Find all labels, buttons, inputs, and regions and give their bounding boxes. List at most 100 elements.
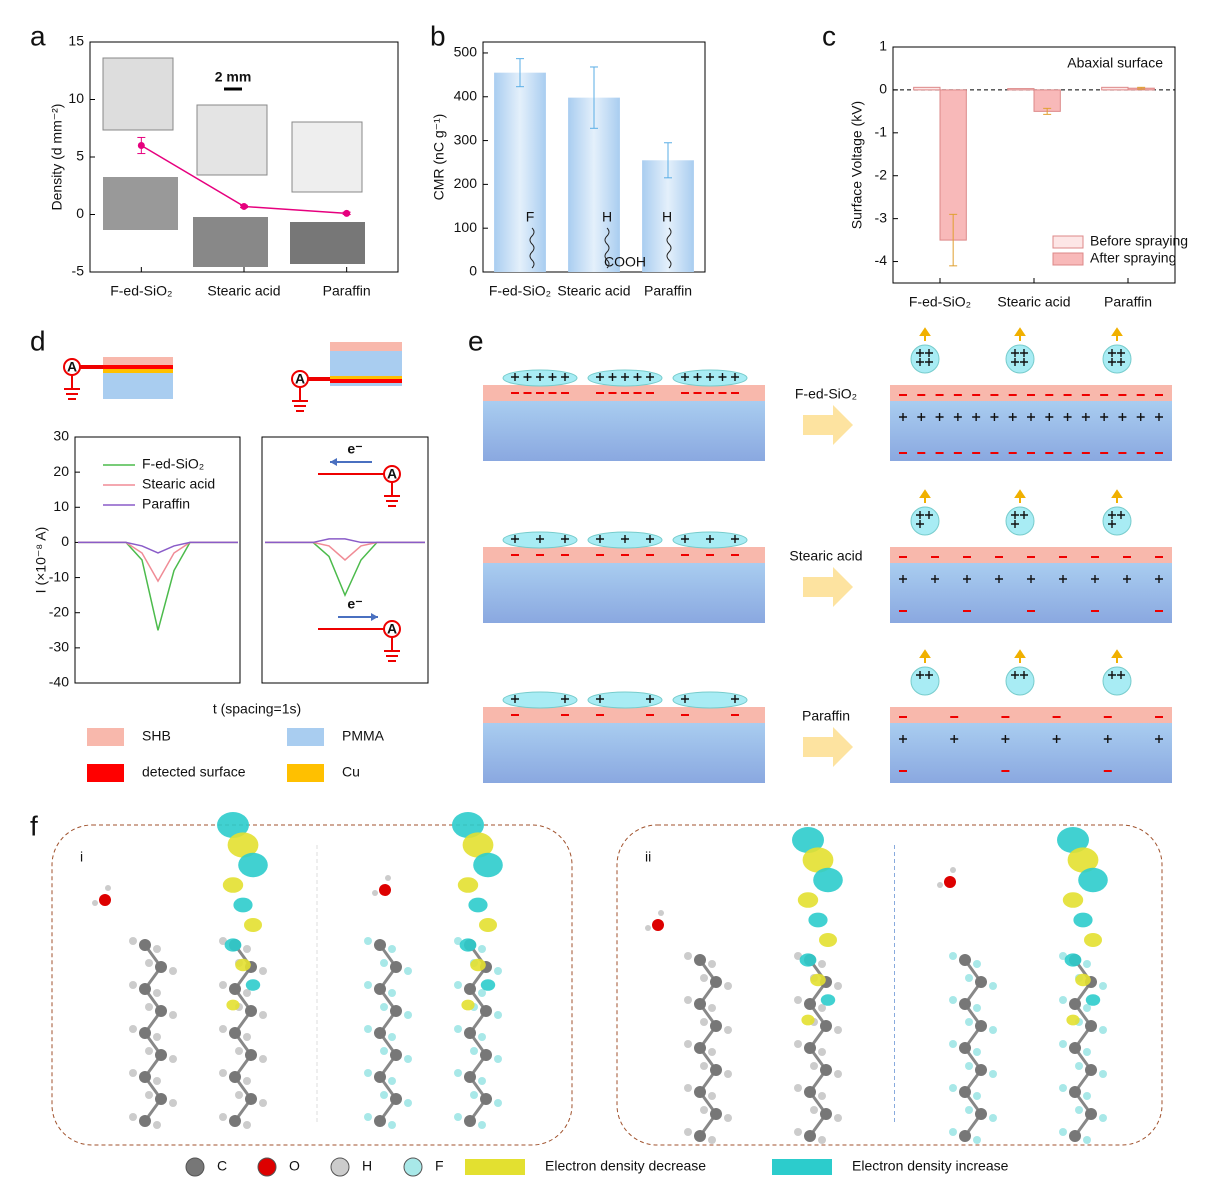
atom	[464, 983, 476, 995]
water-h	[645, 925, 651, 931]
water-o	[944, 876, 956, 888]
atom	[243, 1121, 251, 1129]
atom	[129, 1025, 137, 1033]
atom	[810, 1062, 818, 1070]
plus	[925, 511, 933, 519]
atom	[155, 1049, 167, 1061]
atom	[834, 1114, 842, 1122]
legend-label: Paraffin	[142, 496, 190, 512]
atom	[364, 1069, 372, 1077]
plus	[596, 695, 604, 703]
atom	[1059, 1128, 1067, 1136]
atom	[804, 1042, 816, 1054]
plus	[1155, 575, 1163, 583]
legend-label: C	[217, 1158, 227, 1174]
blob	[819, 933, 837, 947]
atom	[1085, 1064, 1097, 1076]
data-point	[343, 209, 351, 217]
y-tick-label: 0	[76, 205, 84, 221]
plus	[731, 695, 739, 703]
bar	[494, 72, 546, 273]
pmma	[483, 401, 765, 461]
atom	[155, 1005, 167, 1017]
plus	[1045, 413, 1054, 421]
y-tick-label: 400	[454, 87, 478, 103]
bar	[1007, 88, 1035, 91]
droplet	[502, 691, 578, 709]
y-tick-label: -4	[875, 252, 888, 268]
x-tick-label: Paraffin	[323, 283, 371, 299]
atom	[804, 998, 816, 1010]
atom	[153, 989, 161, 997]
legend-label: H	[362, 1158, 372, 1174]
plus	[646, 535, 654, 543]
atom	[380, 1003, 388, 1011]
water-h	[92, 900, 98, 906]
x-tick-label: Stearic acid	[997, 294, 1070, 310]
blob	[468, 897, 488, 913]
atom	[404, 1055, 412, 1063]
up-arrow	[1014, 327, 1026, 341]
atom	[1085, 1020, 1097, 1032]
blob	[1067, 847, 1099, 873]
water-o	[99, 894, 111, 906]
blob	[222, 877, 244, 893]
legend-swatch	[330, 1157, 350, 1177]
plus	[536, 373, 544, 381]
atom	[129, 1113, 137, 1121]
atom	[1069, 998, 1081, 1010]
arrow	[803, 405, 853, 445]
plus	[561, 695, 569, 703]
row-label: Stearic acid	[789, 548, 862, 564]
blob	[470, 958, 486, 972]
annotation: H	[602, 209, 612, 225]
atom	[390, 1093, 402, 1105]
legend-label: Cu	[342, 764, 360, 780]
legend-swatch	[185, 1157, 205, 1177]
plus	[925, 671, 933, 679]
atom	[229, 1071, 241, 1083]
plus	[1059, 575, 1067, 583]
ammeter-label: A	[67, 359, 77, 375]
atom	[724, 1070, 732, 1078]
y-tick-label: -2	[875, 166, 888, 182]
atom	[818, 1048, 826, 1056]
water-h	[658, 910, 664, 916]
ammeter-label: A	[387, 466, 397, 482]
cu	[330, 376, 402, 380]
legend-label: Electron density decrease	[545, 1158, 706, 1174]
atom	[494, 967, 502, 975]
atom	[834, 1070, 842, 1078]
atom	[169, 1099, 177, 1107]
atom	[959, 1042, 971, 1054]
blob	[1064, 953, 1082, 967]
atom	[129, 937, 137, 945]
y-tick-label: -10	[49, 568, 69, 584]
y-tick-label: 0	[469, 263, 477, 279]
legend-label: detected surface	[142, 764, 246, 780]
ion	[1102, 666, 1132, 696]
chain	[529, 227, 535, 269]
atom	[949, 1084, 957, 1092]
atom	[1099, 1070, 1107, 1078]
atom	[1083, 1004, 1091, 1012]
plus	[1136, 413, 1145, 421]
plus	[953, 413, 962, 421]
atom	[818, 1092, 826, 1100]
atom	[388, 1033, 396, 1041]
blob	[813, 867, 843, 893]
annotation: 2 mm	[215, 69, 252, 85]
plus	[916, 520, 924, 528]
blob	[462, 832, 494, 858]
atom	[708, 1092, 716, 1100]
ammeter-label: A	[387, 621, 397, 637]
plus	[950, 735, 959, 743]
plus	[1020, 671, 1028, 679]
plus	[1117, 671, 1125, 679]
annotation: COOH	[604, 254, 646, 270]
atom	[404, 1099, 412, 1107]
plus	[1108, 671, 1116, 679]
atom	[390, 1005, 402, 1017]
atom	[989, 1026, 997, 1034]
atom	[694, 998, 706, 1010]
